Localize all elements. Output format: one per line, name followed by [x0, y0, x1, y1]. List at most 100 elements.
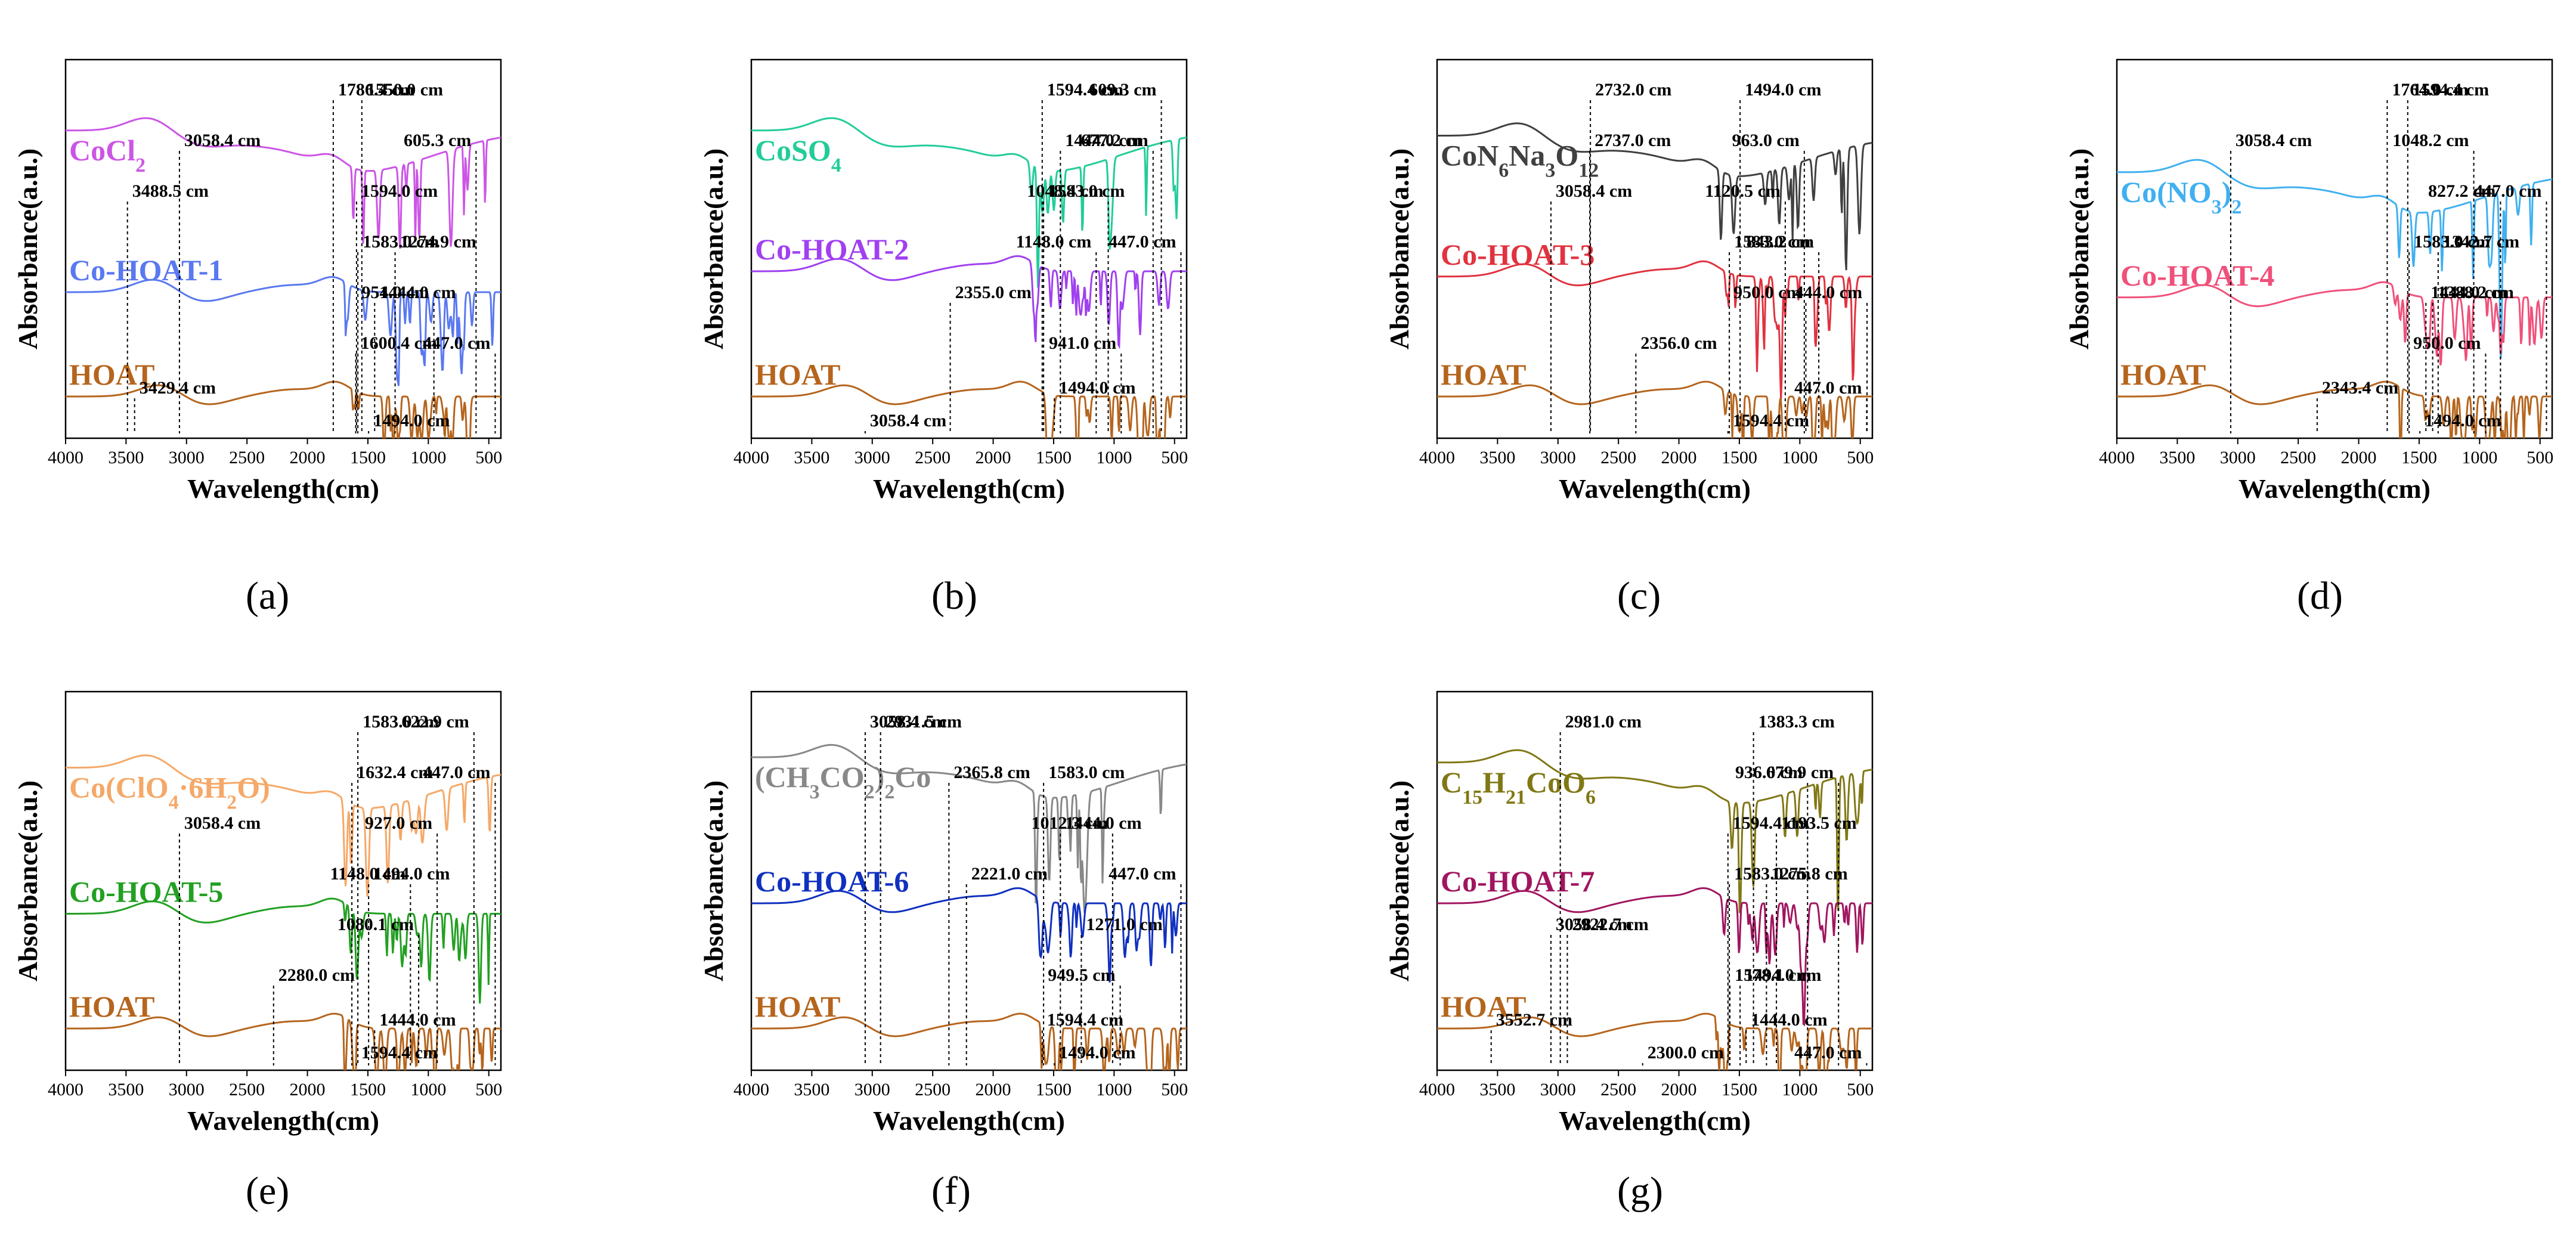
x-tick-label: 3000	[854, 1080, 890, 1099]
peak-annotation: 2931.5 cm	[886, 712, 962, 732]
peak-annotation: 949.5 cm	[1048, 965, 1115, 985]
x-tick-label: 3500	[1479, 448, 1515, 467]
x-tick-label: 500	[1161, 448, 1188, 467]
peak-annotation: 1444.0 cm	[2431, 283, 2507, 302]
series-label: CoN6Na3O12	[1441, 139, 1599, 182]
x-tick-label: 1000	[1096, 448, 1132, 467]
series-label: (CH3CO2)2Co	[755, 760, 931, 803]
series-label: Co-HOAT-1	[69, 253, 223, 287]
peak-annotation: 1444.0 cm	[379, 1010, 456, 1030]
series-line-cocl2	[66, 117, 501, 249]
x-tick-label: 500	[475, 448, 502, 467]
peak-annotation: 679.9 cm	[1766, 763, 1834, 782]
peak-annotation: 1388.2 cm	[2438, 283, 2514, 302]
peak-annotation: 1080.1 cm	[338, 915, 414, 934]
caption-e: (e)	[246, 1169, 290, 1213]
chart-panel-e: 4000 3500 3000 2500 2000 1500 1000 500 Wavelengt…	[0, 680, 519, 1163]
peak-annotation: 3058.4 cm	[1556, 181, 1632, 201]
peak-annotation: 927.0 cm	[365, 813, 432, 833]
series-label: HOAT	[755, 358, 841, 391]
x-tick-label: 2000	[2341, 448, 2377, 467]
x-axis-title: Wavelength(cm)	[187, 473, 379, 504]
peak-annotation: 3058.4 cm	[1556, 915, 1632, 934]
x-tick-label: 2000	[290, 1080, 326, 1099]
peak-annotation: 444.0 cm	[1795, 283, 1862, 302]
x-tick-label: 1000	[410, 448, 446, 467]
peak-annotation: 1600.4 cm	[361, 333, 437, 353]
x-axis-title: Wavelength(cm)	[873, 473, 1065, 504]
x-tick-label: 1500	[350, 1080, 386, 1099]
series-line-co-hoat-2	[751, 255, 1187, 349]
peak-annotation: 1494.0 cm	[1059, 1043, 1135, 1062]
x-tick-label: 2500	[2280, 448, 2316, 467]
peak-annotation: 3488.5 cm	[132, 181, 209, 201]
x-tick-label: 1000	[2462, 448, 2497, 467]
peak-annotation: 609.3 cm	[1089, 80, 1156, 100]
peak-annotation: 1550.0 cm	[367, 80, 443, 100]
peak-annotation: 1594.4 cm	[361, 1043, 438, 1062]
x-tick-label: 3000	[854, 448, 890, 467]
x-tick-label: 3500	[1479, 1080, 1515, 1099]
series-label: HOAT	[2120, 358, 2206, 391]
chart-b-svg: 4000 3500 3000 2500 2000 1500 1000 500 Wavelengt…	[698, 58, 1188, 504]
peak-annotation: 2922.7 cm	[1572, 915, 1648, 934]
peak-annotation: 1594.4 cm	[1733, 813, 1809, 833]
peak-annotation: 1578.1 cm	[1735, 965, 1811, 985]
x-axis-title: Wavelength(cm)	[1559, 473, 1751, 504]
peak-annotation: 2732.0 cm	[1595, 80, 1671, 100]
series-label: HOAT	[1441, 358, 1527, 391]
series-label: C15H21CoO6	[1441, 766, 1596, 808]
x-tick-label: 4000	[733, 448, 769, 467]
series-label: Co-HOAT-3	[1441, 238, 1594, 271]
x-tick-label: 3000	[1540, 1080, 1576, 1099]
series-label: Co-HOAT-6	[755, 865, 909, 898]
peak-annotation: 3058.4 cm	[184, 131, 261, 150]
x-tick-label: 1000	[1782, 448, 1818, 467]
peak-annotation: 1583.0 cm	[1734, 232, 1810, 252]
x-tick-label: 2000	[1661, 1080, 1697, 1099]
chart-panel-f: 4000 3500 3000 2500 2000 1500 1000 500 Wavelengt…	[686, 680, 1205, 1163]
peak-annotation: 1583.0 cm	[363, 712, 439, 732]
peak-annotation: 1594.0 cm	[361, 181, 438, 201]
peak-annotation: 1148.0 cm	[1016, 232, 1092, 252]
x-tick-label: 1500	[1722, 448, 1757, 467]
y-axis-title: Absorbance(a.u.)	[698, 148, 729, 349]
y-axis-title: Absorbance(a.u.)	[13, 780, 43, 981]
peak-annotation: 2221.0 cm	[971, 864, 1048, 884]
peak-annotation: 2737.0 cm	[1594, 131, 1671, 150]
peak-annotation: 3058.4 cm	[184, 813, 261, 833]
plot-frame	[64, 58, 502, 439]
peak-annotation: 447.0 cm	[1794, 1043, 1862, 1062]
x-tick-label: 4000	[48, 1080, 83, 1099]
x-tick-label: 2500	[1600, 1080, 1636, 1099]
x-axis-title: Wavelength(cm)	[1559, 1105, 1751, 1136]
x-tick-label: 3000	[1540, 448, 1576, 467]
peak-annotation: 1271.0 cm	[1086, 915, 1162, 934]
chart-panel-c: 4000 3500 3000 2500 2000 1500 1000 500 Wavelengt…	[1371, 48, 1890, 531]
peak-annotation: 1583.0 cm	[363, 232, 439, 252]
series-line-hoat	[66, 380, 501, 438]
chart-panel-b: 4000 3500 3000 2500 2000 1500 1000 500 Wavelengt…	[686, 48, 1205, 531]
y-axis-title: Absorbance(a.u.)	[698, 780, 729, 981]
peak-annotation: 3429.4 cm	[140, 378, 216, 398]
series-line-co-hoat-1	[66, 276, 501, 386]
x-tick-label: 2000	[290, 448, 326, 467]
x-tick-label: 4000	[1419, 448, 1455, 467]
peak-annotation: 1494.0 cm	[1745, 965, 1821, 985]
chart-c-svg: 4000 3500 3000 2500 2000 1500 1000 500 Wavelengt…	[1384, 58, 1874, 504]
peak-annotation: 954.0 cm	[361, 283, 429, 302]
series-line-coso4	[751, 117, 1187, 288]
chart-panel-g: 4000 3500 3000 2500 2000 1500 1000 500 Wavelengt…	[1371, 680, 1890, 1163]
series-label: HOAT	[69, 990, 155, 1023]
peak-annotation: 1444.0 cm	[1065, 813, 1141, 833]
series-label: Co-HOAT-5	[69, 875, 223, 909]
peak-annotation: 2355.0 cm	[955, 283, 1032, 302]
series-line-co-clo4-6h2o-	[66, 754, 501, 897]
peak-annotation: 1274.9 cm	[400, 232, 476, 252]
plot-frame	[750, 58, 1188, 439]
y-axis-title: Absorbance(a.u.)	[2064, 148, 2094, 349]
peak-annotation: 1048.2 cm	[2392, 131, 2469, 150]
x-tick-label: 1500	[2401, 448, 2437, 467]
series-label: Co-HOAT-2	[755, 233, 909, 266]
peak-annotation: 1494.0 cm	[1745, 80, 1821, 100]
